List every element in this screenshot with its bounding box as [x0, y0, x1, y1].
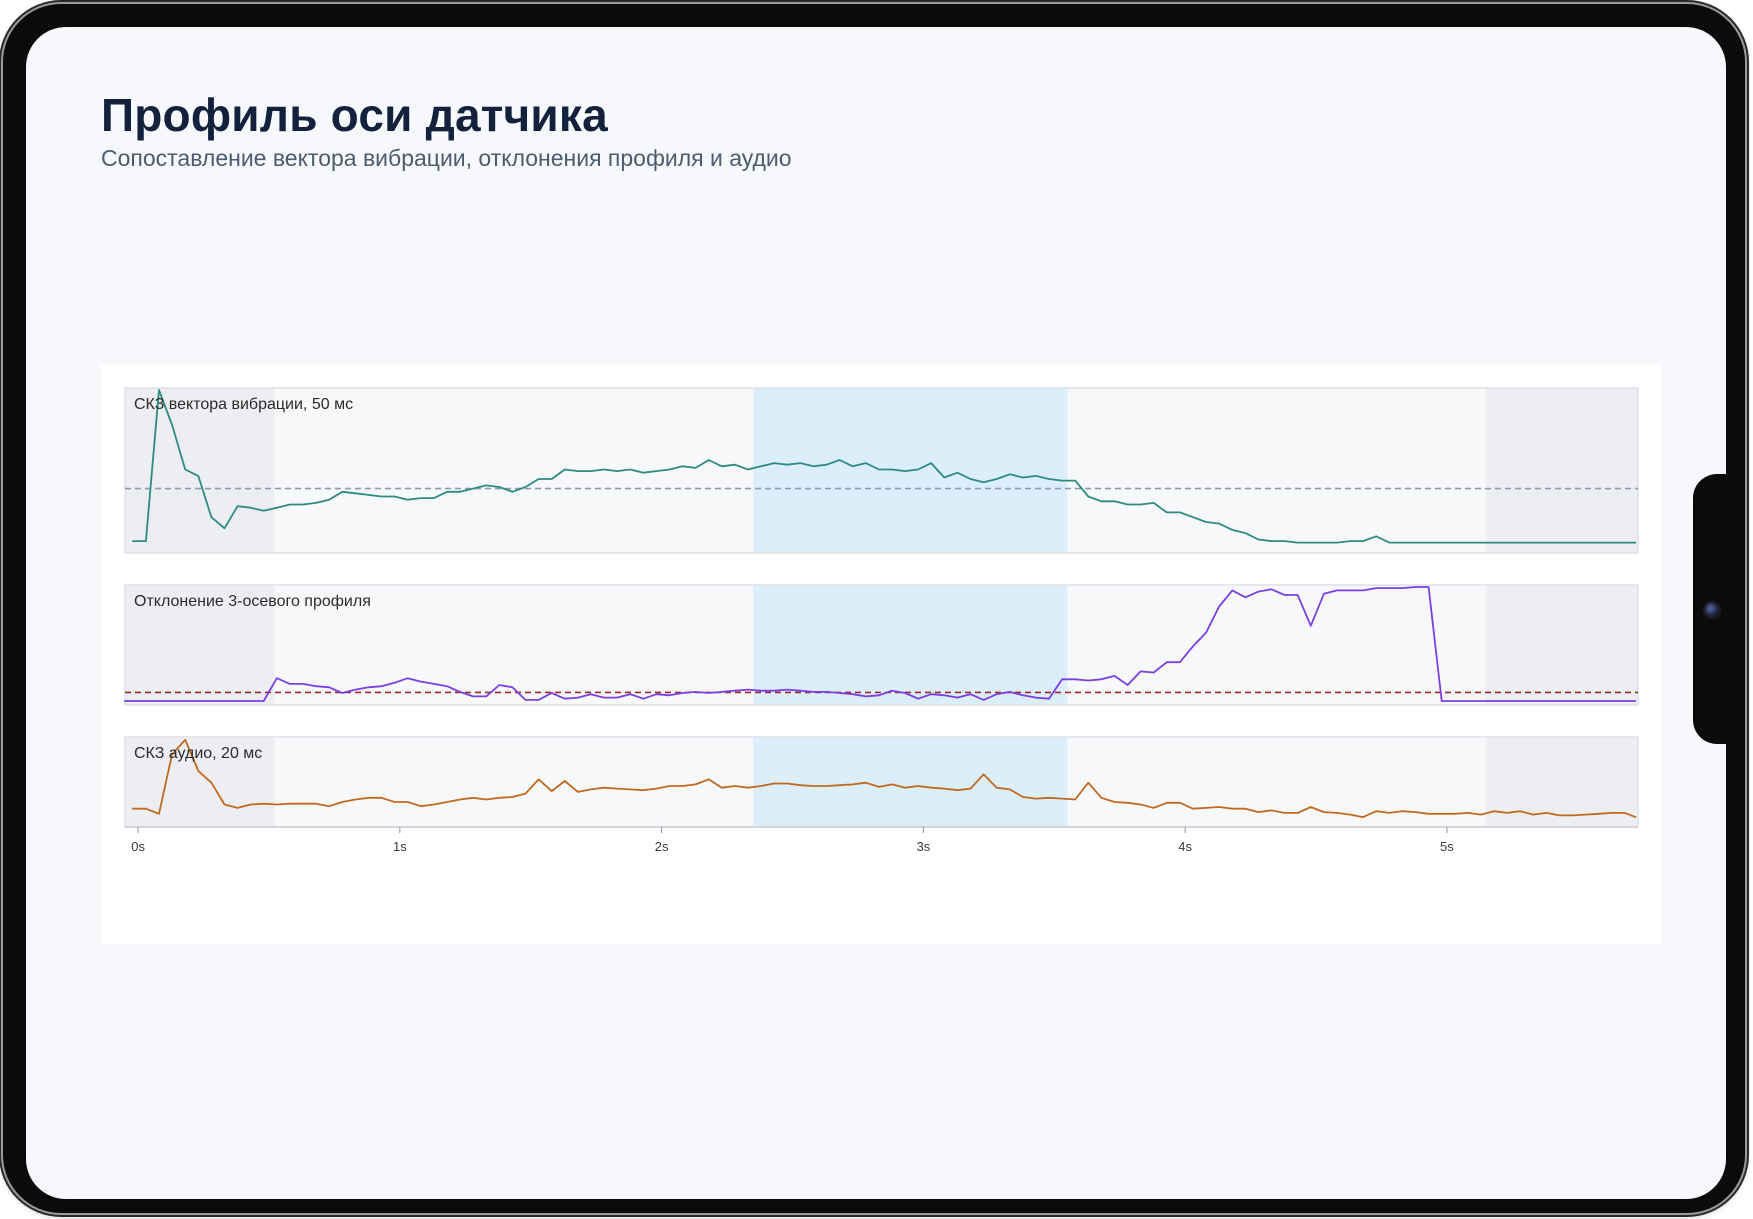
chart-panel-3: СКЗ аудио, 20 мс: [124, 736, 1639, 828]
x-tick-label: 1s: [393, 839, 407, 854]
shaded-band: [125, 737, 275, 827]
x-tick-label: 0s: [131, 839, 145, 854]
highlight-band: [753, 585, 1068, 705]
page-subtitle: Сопоставление вектора вибрации, отклонен…: [101, 145, 792, 171]
shaded-band: [1486, 585, 1638, 705]
x-tick-label: 3s: [917, 839, 931, 854]
panel-title-1: СКЗ вектора вибрации, 50 мс: [134, 396, 353, 413]
shaded-band: [125, 585, 275, 705]
chart-card: СКЗ вектора вибрации, 50 мс Отклонение 3-…: [101, 364, 1661, 944]
page-title: Профиль оси датчика: [101, 89, 608, 141]
panel-title-3: СКЗ аудио, 20 мс: [134, 745, 262, 762]
front-camera-icon: [1705, 603, 1719, 617]
x-tick-label: 4s: [1178, 839, 1192, 854]
vibration-series-line: [131, 389, 1637, 544]
panel-border: [124, 387, 1639, 554]
sensor-axis-chart: СКЗ вектора вибрации, 50 мс Отклонение 3-…: [124, 387, 1639, 854]
highlight-band: [753, 737, 1068, 827]
audio-series-line: [131, 738, 1637, 819]
panel-title-2: Отклонение 3-осевого профиля: [134, 593, 371, 610]
profile-series-line: [124, 586, 1637, 702]
chart-panel-1: СКЗ вектора вибрации, 50 мс: [124, 387, 1639, 554]
x-tick-label: 5s: [1440, 839, 1454, 854]
tablet-frame: Профиль оси датчика Сопоставление вектор…: [3, 4, 1745, 1213]
x-axis: 0s 1s 2s 3s 4s 5s: [125, 826, 1638, 854]
shaded-band: [125, 388, 275, 553]
x-tick-label: 2s: [655, 839, 669, 854]
panel-border: [124, 584, 1639, 706]
chart-panel-2: Отклонение 3-осевого профиля: [124, 584, 1639, 706]
screen: Профиль оси датчика Сопоставление вектор…: [26, 27, 1726, 1199]
shaded-band: [1486, 388, 1638, 553]
